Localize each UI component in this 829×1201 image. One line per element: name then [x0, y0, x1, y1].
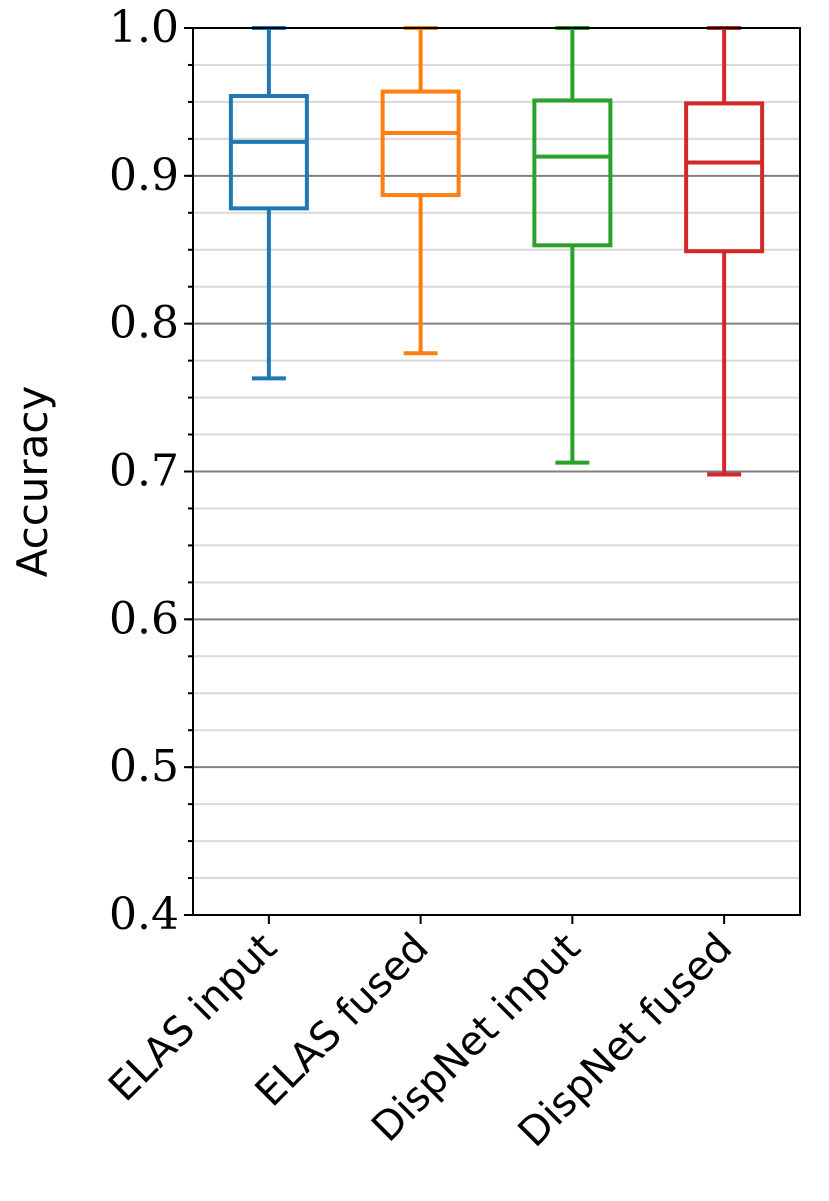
y-axis-ticks: 0.4 0.5 0.6 0.7 0.8 0.9 1.0 [109, 2, 193, 940]
y-tick-label: 0.8 [109, 298, 179, 349]
y-tick-label: 0.7 [109, 446, 179, 497]
y-axis-label: Accuracy [8, 386, 57, 578]
iqr-box [380, 89, 461, 198]
box-2 [380, 26, 461, 356]
boxes [228, 26, 765, 477]
y-tick-label: 0.9 [109, 150, 179, 201]
y-tick-label: 0.4 [109, 889, 179, 940]
y-tick-label: 0.6 [109, 593, 179, 644]
iqr-box [684, 101, 765, 254]
box-4 [684, 26, 765, 477]
grid-lines [193, 27, 800, 880]
y-tick-label: 1.0 [109, 2, 179, 53]
y-tick-label: 0.5 [109, 741, 179, 792]
box-1 [228, 26, 309, 381]
iqr-box [228, 94, 309, 211]
iqr-box [532, 98, 613, 248]
